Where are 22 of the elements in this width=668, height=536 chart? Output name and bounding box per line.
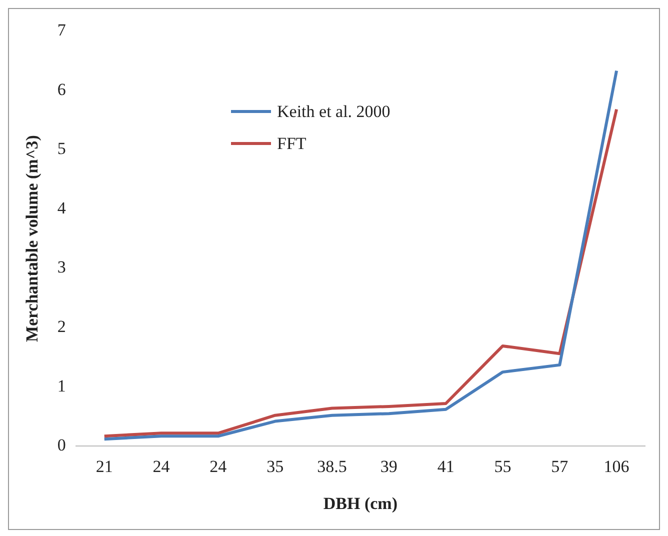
y-tick-label: 5: [57, 139, 66, 158]
x-tick-label: 39: [380, 456, 398, 476]
y-tick-label: 2: [57, 317, 66, 336]
x-tick-label: 35: [266, 456, 284, 476]
x-tick-label: 24: [152, 456, 170, 476]
x-tick-label: 41: [437, 456, 454, 476]
y-tick-label: 0: [57, 436, 66, 455]
y-tick-label: 4: [57, 198, 66, 218]
y-tick-label: 7: [57, 20, 66, 40]
legend-label: Keith et al. 2000: [277, 101, 392, 123]
y-tick-label: 1: [57, 376, 66, 396]
x-tick-label: 106: [604, 456, 630, 476]
x-tick-label: 24: [210, 456, 228, 476]
x-tick-label: 38.5: [317, 456, 347, 476]
x-tick-label: 57: [551, 456, 569, 476]
x-tick-label: 55: [494, 456, 512, 476]
y-axis-title: Merchantable volume (m^3): [22, 135, 42, 342]
x-axis-title: DBH (cm): [323, 494, 398, 514]
legend-label: FFT: [277, 133, 308, 155]
y-tick-label: 6: [57, 80, 66, 99]
y-tick-label: 3: [57, 258, 66, 277]
x-tick-label: 21: [96, 456, 113, 476]
